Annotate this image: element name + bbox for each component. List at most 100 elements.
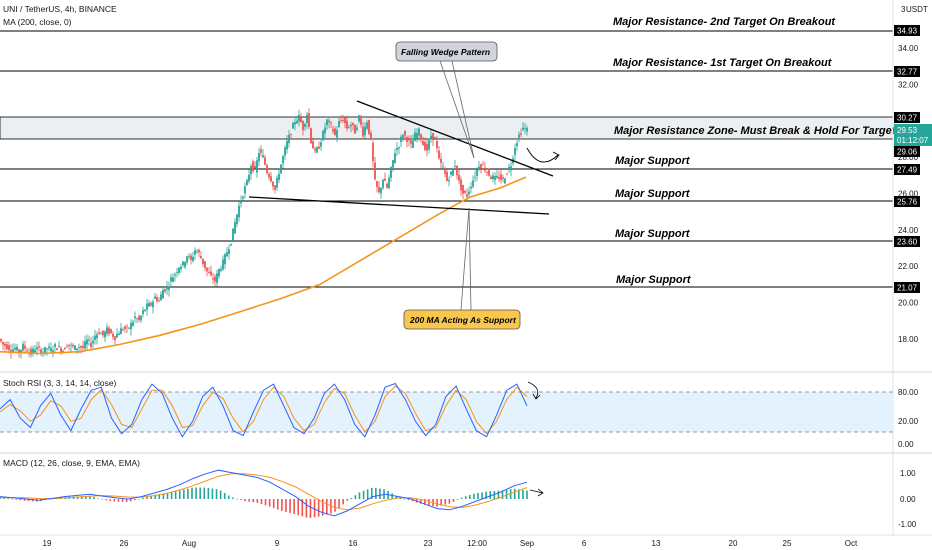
time-tick-label: 9 [275, 539, 280, 548]
wedge-callout-text: Falling Wedge Pattern [401, 47, 490, 57]
ma-legend[interactable]: MA (200, close, 0) [3, 17, 72, 27]
tag-r1: 32.77 [897, 68, 918, 77]
macd-histogram-bar [240, 499, 242, 500]
candle-body [286, 140, 288, 150]
candle-body [422, 141, 424, 146]
candle-body [440, 158, 442, 163]
macd-histogram-bar [281, 499, 283, 511]
candle-body [338, 120, 340, 128]
macd-histogram-bar [150, 495, 152, 499]
macd-histogram-bar [211, 488, 214, 499]
symbol-title[interactable]: UNI / TetherUS, 4h, BINANCE [3, 4, 117, 14]
candle-body [356, 127, 358, 130]
macd-projection-arrow [529, 488, 544, 497]
time-tick-label: 16 [349, 539, 358, 548]
candle-body [72, 344, 74, 347]
macd-histogram-bar [399, 497, 402, 499]
candle-body [334, 128, 336, 135]
candle-body [252, 161, 254, 172]
candle-body [292, 123, 294, 129]
candle-body [342, 120, 344, 122]
wedge-callout-box[interactable] [395, 41, 498, 62]
macd-histogram-bar [27, 499, 30, 502]
candle-body [470, 186, 472, 189]
time-axis-ticks[interactable]: 19 26 Aug 9 16 23 12:00 Sep 6 13 20 25 Oct [43, 539, 858, 548]
macd-histogram-bar [256, 499, 259, 503]
macd-histogram-bar [493, 490, 496, 499]
candle-body [488, 168, 490, 176]
ma-callout-pointer-a [460, 207, 470, 311]
ma-callout-box[interactable] [403, 309, 521, 330]
macd-legend[interactable]: MACD (12, 26, close, 9, EMA, EMA) [3, 458, 140, 468]
wedge-lower-trendline[interactable] [248, 196, 550, 215]
candle-body [366, 122, 368, 129]
macd-histogram-bar [379, 488, 381, 499]
candle-body [174, 274, 176, 276]
candle-body [424, 141, 426, 150]
candle-body [404, 130, 406, 136]
macd-histogram-bar [477, 492, 479, 499]
candle-body [420, 134, 422, 140]
candle-body [496, 175, 498, 178]
candle-body [472, 180, 474, 187]
candle-body [462, 184, 464, 194]
candle-body [76, 348, 78, 351]
macd-line [0, 469, 528, 517]
candle-body [36, 347, 38, 350]
wedge-upper-trendline[interactable] [356, 100, 554, 177]
price-axis-ticks[interactable]: 34.00 32.00 28.00 26.00 24.00 22.00 20.00 18.00 [898, 44, 919, 344]
candle-body [98, 332, 100, 334]
candle-body [278, 173, 280, 180]
candle-body [20, 349, 22, 353]
price-tick-label: 26.00 [898, 189, 919, 198]
candle-body [32, 348, 34, 354]
macd-histogram-bar [272, 499, 275, 509]
candle-body [328, 120, 330, 123]
macd-histogram-bar [391, 493, 393, 499]
macd-histogram-bar [11, 499, 14, 500]
candle-body [212, 278, 214, 280]
tag-s1: 27.49 [897, 166, 918, 175]
candle-body [468, 191, 470, 195]
candle-body [148, 302, 150, 307]
macd-histogram-bar [350, 497, 353, 499]
macd-histogram-bar [518, 489, 520, 499]
candle-body [362, 126, 364, 137]
candle-body [482, 164, 484, 166]
candle-body [466, 194, 468, 197]
candle-body [232, 228, 234, 243]
candle-body [196, 251, 198, 253]
candle-body [198, 249, 200, 253]
macd-histogram-bar [485, 491, 487, 499]
time-tick-label: Aug [182, 539, 196, 548]
candle-body [108, 327, 110, 334]
macd-histogram-bar [170, 492, 173, 499]
candle-body [266, 165, 268, 174]
rsi-tick-0: 0.00 [898, 440, 914, 449]
candle-body [504, 178, 506, 184]
candle-body [242, 196, 244, 199]
candle-body [234, 222, 236, 234]
candlestick-series[interactable] [0, 108, 528, 359]
macd-histogram-bar [215, 489, 218, 499]
macd-histogram-bar [375, 487, 377, 499]
candle-body [290, 133, 292, 135]
candle-body [282, 156, 284, 164]
candle-body [350, 124, 352, 127]
candle-body [106, 327, 108, 334]
macd-histogram-bar [142, 497, 144, 499]
tag-s3: 23.60 [897, 238, 918, 247]
tag-s1-bg [894, 164, 920, 175]
candle-body [474, 177, 476, 178]
candle-body [464, 190, 466, 193]
candle-body [390, 166, 392, 178]
candle-body [44, 346, 46, 354]
candle-body [376, 181, 378, 187]
candle-body [248, 174, 250, 182]
candle-body [430, 135, 432, 140]
candle-body [170, 277, 172, 282]
macd-histogram-bar [105, 499, 108, 501]
candle-body [296, 120, 298, 124]
stoch-rsi-legend[interactable]: Stoch RSI (3, 3, 14, 14, close) [3, 378, 117, 388]
